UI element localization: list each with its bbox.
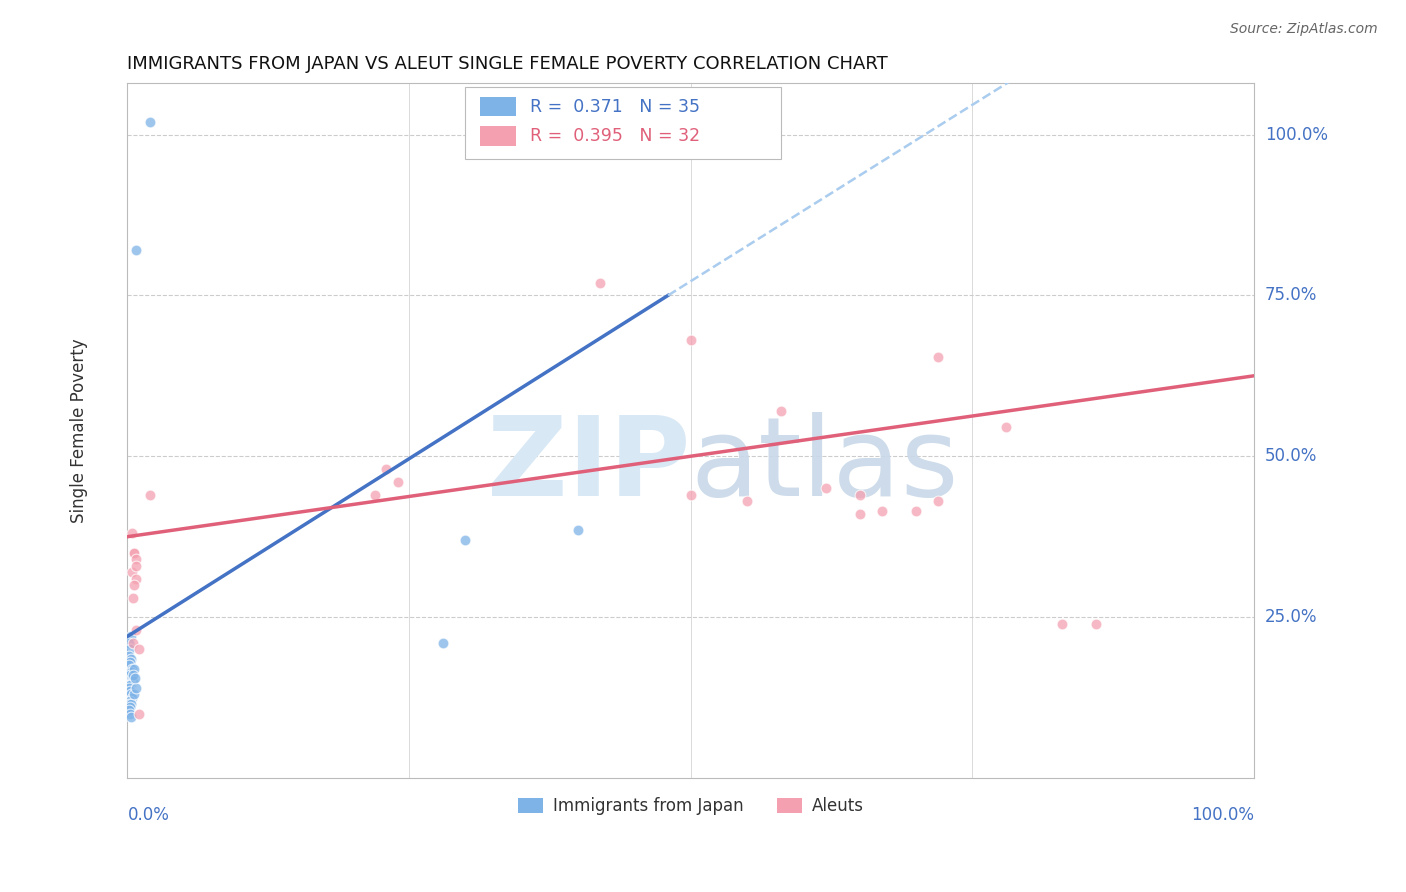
Point — [117, 697, 139, 711]
Point — [117, 658, 139, 673]
Point — [375, 462, 398, 476]
Point — [122, 546, 145, 560]
Point — [118, 668, 141, 682]
Point — [870, 504, 893, 518]
Text: Single Female Poverty: Single Female Poverty — [70, 338, 89, 523]
Point — [120, 710, 142, 724]
Point — [904, 504, 927, 518]
Text: 100.0%: 100.0% — [1191, 805, 1254, 824]
Point — [454, 533, 477, 547]
Point — [122, 662, 145, 676]
Point — [125, 681, 148, 695]
Point — [117, 648, 139, 663]
Point — [814, 482, 837, 496]
Text: 50.0%: 50.0% — [1265, 447, 1317, 466]
Point — [1052, 616, 1074, 631]
Text: atlas: atlas — [690, 412, 959, 519]
Point — [121, 671, 143, 685]
Point — [848, 507, 870, 521]
Text: IMMIGRANTS FROM JAPAN VS ALEUT SINGLE FEMALE POVERTY CORRELATION CHART: IMMIGRANTS FROM JAPAN VS ALEUT SINGLE FE… — [128, 55, 889, 73]
Point — [122, 668, 145, 682]
Point — [121, 565, 143, 579]
Text: 75.0%: 75.0% — [1265, 286, 1317, 304]
Point — [122, 674, 145, 689]
Point — [364, 488, 387, 502]
Point — [120, 678, 142, 692]
Text: 100.0%: 100.0% — [1265, 126, 1329, 144]
Point — [128, 642, 150, 657]
Point — [122, 591, 145, 605]
Point — [679, 488, 702, 502]
Point — [927, 350, 949, 364]
Point — [120, 629, 142, 643]
Point — [121, 690, 143, 705]
Point — [122, 546, 145, 560]
Point — [769, 404, 792, 418]
Point — [118, 694, 141, 708]
Text: Source: ZipAtlas.com: Source: ZipAtlas.com — [1230, 22, 1378, 37]
FancyBboxPatch shape — [465, 87, 780, 160]
Point — [120, 697, 142, 711]
Point — [122, 578, 145, 592]
Point — [995, 420, 1018, 434]
Point — [927, 494, 949, 508]
Point — [121, 526, 143, 541]
Point — [589, 276, 612, 290]
Point — [125, 552, 148, 566]
Point — [118, 655, 141, 669]
Point — [118, 706, 141, 721]
FancyBboxPatch shape — [479, 126, 516, 145]
Point — [120, 652, 142, 666]
Text: R =  0.371   N = 35: R = 0.371 N = 35 — [530, 97, 700, 116]
Point — [120, 665, 142, 679]
Point — [118, 700, 141, 714]
Point — [735, 494, 758, 508]
Text: R =  0.395   N = 32: R = 0.395 N = 32 — [530, 127, 700, 145]
Point — [118, 684, 141, 698]
Point — [139, 488, 162, 502]
Point — [432, 636, 454, 650]
Point — [121, 662, 143, 676]
Point — [117, 636, 139, 650]
FancyBboxPatch shape — [479, 97, 516, 116]
Point — [117, 703, 139, 717]
Point — [120, 687, 142, 701]
Legend: Immigrants from Japan, Aleuts: Immigrants from Japan, Aleuts — [510, 790, 870, 822]
Point — [122, 636, 145, 650]
Point — [1085, 616, 1108, 631]
Text: ZIP: ZIP — [488, 412, 690, 519]
Point — [125, 558, 148, 573]
Text: 25.0%: 25.0% — [1265, 608, 1317, 626]
Point — [128, 706, 150, 721]
Point — [125, 623, 148, 637]
Point — [125, 572, 148, 586]
Point — [125, 244, 148, 258]
Point — [139, 114, 162, 128]
Point — [567, 523, 589, 537]
Point — [679, 334, 702, 348]
Point — [387, 475, 409, 489]
Point — [848, 488, 870, 502]
Point — [117, 681, 139, 695]
Text: 0.0%: 0.0% — [128, 805, 169, 824]
Point — [118, 642, 141, 657]
Point — [122, 687, 145, 701]
Point — [118, 678, 141, 692]
Point — [124, 671, 146, 685]
